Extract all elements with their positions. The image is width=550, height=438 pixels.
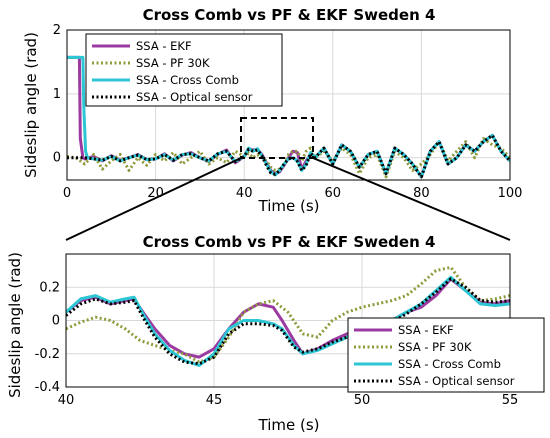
legend-entry-label: SSA - EKF [398,323,454,337]
chart-zoom: Cross Comb vs PF & EKF Sweden 4 40 45 50 55… [6,233,545,434]
legend-entry-label: SSA - Cross Comb [136,73,239,87]
series-line-4 [66,277,510,366]
x-tick-label: 100 [498,186,523,201]
series-group [67,55,510,179]
chart-title: Cross Comb vs PF & EKF Sweden 4 [143,6,436,24]
y-tick-label: 0.2 [39,280,60,295]
y-tick-label: -0.4 [35,380,60,395]
x-tick-label: 80 [413,186,430,201]
legend-entry-label: SSA - EKF [136,39,192,53]
series-group [66,265,510,367]
x-tick-label: 0 [63,186,71,201]
legend-entry-label: SSA - Cross Comb [398,357,501,371]
chart-title: Cross Comb vs PF & EKF Sweden 4 [143,233,436,251]
legend-entry-label: SSA - Optical sensor [136,90,253,104]
x-tick-label: 60 [325,186,342,201]
y-tick-label: 2 [53,23,61,38]
y-axis-label: Sideslip angle (rad) [22,32,40,178]
tick-labels: 0 20 40 60 80 100 0 1 2 [53,23,523,201]
x-tick-label: 50 [354,393,371,408]
y-tick-label: 1 [53,87,61,102]
x-tick-label: 55 [502,393,519,408]
x-tick-label: 40 [236,186,253,201]
legend: SSA - EKF SSA - PF 30K SSA - Cross Comb SSA… [85,33,283,107]
legend-entry-label: SSA - PF 30K [398,340,472,354]
legend: SSA - EKF SSA - PF 30K SSA - Cross Comb SSA… [347,317,545,393]
y-tick-label: 0 [53,151,61,166]
zoom-connector-left [65,157,242,241]
x-tick-label: 40 [58,393,75,408]
zoom-connector-right [312,157,511,241]
x-tick-label: 20 [147,186,164,201]
series-line-2 [66,265,510,364]
chart-overview: Cross Comb vs PF & EKF Sweden 4 0 20 40 60 8… [22,6,522,215]
plot-frame [66,29,511,181]
y-tick-label: 0 [52,314,60,329]
y-tick-label: -0.2 [35,347,60,362]
x-tick-label: 45 [206,393,223,408]
x-axis-label: Time (s) [258,197,320,215]
legend-entry-label: SSA - PF 30K [136,56,210,70]
series-line-4 [67,133,510,179]
tick-labels: 40 45 50 55 -0.4 -0.2 0 0.2 [35,280,519,408]
zoom-region-box [240,117,314,159]
x-axis-label: Time (s) [258,416,320,434]
legend-entry-label: SSA - Optical sensor [398,374,515,388]
y-axis-label: Sideslip angle (rad) [6,252,24,398]
